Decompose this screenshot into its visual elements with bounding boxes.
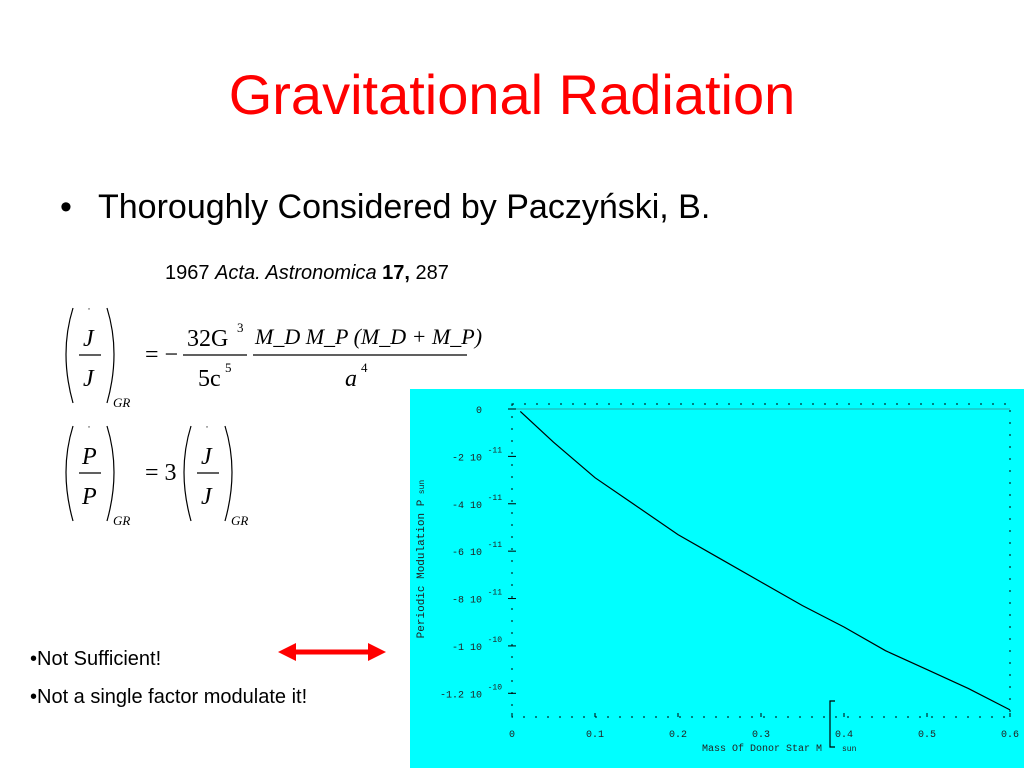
eq2-rhs-den: J [201, 484, 213, 510]
left-paren [65, 307, 74, 404]
y-tick-exponent: -11 [488, 589, 503, 598]
data-series-line [519, 410, 1011, 711]
x-tick-label: 0.5 [918, 730, 936, 741]
eq1-equals: = − [145, 342, 178, 368]
chart-panel: 0 0.1 0.2 0.3 0.4 0.5 0.6 0 -2 10 -11 -4 10 -11 -6 1… [410, 389, 1024, 768]
x-tick-label: 0.6 [1001, 730, 1019, 741]
citation-volume: 17, [382, 262, 410, 284]
eq2-rhs-sub: GR [231, 513, 248, 528]
eq2-lhs-den: P [81, 484, 97, 510]
eq2-lhs-sub: GR [113, 513, 130, 528]
dot-marker-icon: ˙ [87, 305, 91, 319]
left-paren [183, 425, 192, 522]
right-paren [106, 307, 115, 404]
line-chart: 0 0.1 0.2 0.3 0.4 0.5 0.6 0 -2 10 -11 -4 10 -11 -6 1… [416, 403, 1019, 755]
x-tick-label: 0 [509, 730, 515, 741]
right-paren [106, 425, 115, 522]
equation-angular-momentum: ˙ J J GR = − 32G 3 5c 5 M_D M_P (M_D + M… [65, 305, 482, 410]
eq2-equals: = 3 [145, 460, 177, 486]
y-tick-exponent: -11 [488, 541, 503, 550]
x-tick-label: 0.4 [835, 730, 853, 741]
eq1-rhs-num: M_D M_P (M_D + M_P) [254, 324, 482, 349]
eq1-rhs-den-exp: 4 [361, 360, 368, 375]
y-tick-label: -8 10 [452, 596, 482, 607]
main-bullet: • Thoroughly Considered by Paczyński, B. [60, 188, 710, 227]
eq1-coef-num: 32G [187, 326, 228, 352]
y-tick-exponent: -10 [488, 636, 503, 645]
eq1-coef-den-exp: 5 [225, 360, 232, 375]
x-axis-label: Mass Of Donor Star M [702, 743, 822, 755]
eq1-rhs-den: a [345, 366, 357, 392]
plot-frame [511, 403, 1011, 718]
dot-marker-icon: ˙ [205, 423, 209, 437]
eq1-coef-den: 5c [198, 366, 221, 392]
y-axis-label-sub: sun [418, 480, 427, 495]
y-tick-label: -1 10 [452, 643, 482, 654]
slide-title: Gravitational Radiation [228, 63, 796, 126]
eq2-rhs-num: J [201, 444, 213, 470]
x-tick-label: 0.1 [586, 730, 604, 741]
citation-year: 1967 [165, 262, 210, 284]
eq1-coef-num-exp: 3 [237, 320, 244, 335]
y-tick-label: -4 10 [452, 501, 482, 512]
y-axis-label: Periodic Modulation P [416, 499, 428, 638]
y-tick-exponent: -11 [488, 494, 503, 503]
y-tick-exponent: -11 [488, 446, 503, 455]
eq1-lhs-den: J [83, 366, 95, 392]
dot-marker-icon: ˙ [87, 423, 91, 437]
x-tick-label: 0.3 [752, 730, 770, 741]
y-tick-label: 0 [476, 406, 482, 417]
bracket-icon [829, 700, 835, 748]
y-tick-label: -1.2 10 [440, 690, 482, 701]
citation: 1967 Acta. Astronomica 17, 287 [165, 262, 449, 285]
x-axis-label-sub: sun [842, 745, 857, 754]
eq1-lhs-sub: GR [113, 395, 130, 410]
eq1-lhs-num: J [83, 326, 95, 352]
y-tick-label: -2 10 [452, 453, 482, 464]
eq2-lhs-num: P [81, 444, 97, 470]
citation-page: 287 [415, 262, 449, 284]
main-bullet-text: Thoroughly Considered by Paczyński, B. [98, 188, 711, 226]
left-paren [65, 425, 74, 522]
bullet-not-sufficient: •Not Sufficient! [30, 648, 162, 670]
right-paren [224, 425, 233, 522]
y-tick-exponent: -10 [488, 683, 503, 692]
bullet-not-single-factor: •Not a single factor modulate it! [30, 686, 308, 708]
equation-period: ˙ P P GR = 3 ˙ J J GR [65, 423, 248, 528]
bullet-dot: • [60, 188, 72, 226]
citation-journal: Acta. Astronomica [215, 262, 377, 284]
y-tick-label: -6 10 [452, 548, 482, 559]
x-tick-label: 0.2 [669, 730, 687, 741]
double-arrow-icon [278, 643, 386, 661]
